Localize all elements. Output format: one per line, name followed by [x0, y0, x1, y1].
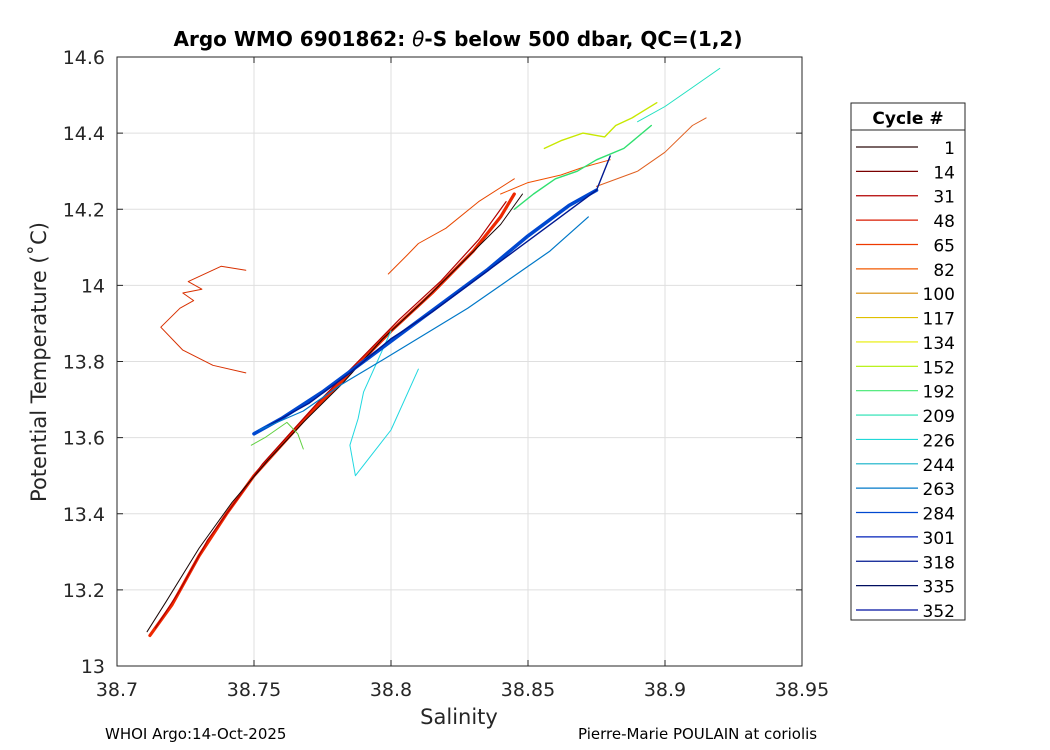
legend-label: 82	[933, 261, 955, 281]
footer-credit-right: Pierre-Marie POULAIN at coriolis	[578, 725, 818, 743]
series-line	[637, 67, 721, 123]
chart-title-suffix: -S below 500 dbar, QC=(1,2)	[424, 27, 742, 51]
chart-title-prefix: Argo WMO 6901862:	[174, 27, 413, 51]
series-line	[146, 193, 523, 633]
legend-entries: 1 14 31 48 65 82 100 117 134 152 192 209 226 244 263 28…	[856, 139, 955, 622]
legend-label: 1	[944, 139, 955, 159]
x-tick-label: 38.8	[370, 679, 412, 701]
series-line	[387, 178, 515, 275]
plot-area: 38.7 38.75 38.8 38.85 38.9 38.95 1313.213.413…	[63, 47, 830, 701]
series-line	[258, 216, 589, 431]
legend-label: 318	[923, 553, 955, 573]
y-tick-label: 13.2	[63, 580, 105, 602]
legend-label: 65	[933, 236, 955, 256]
x-tick-label: 38.95	[775, 679, 829, 701]
legend-label: 48	[933, 212, 955, 232]
series-line	[160, 265, 247, 374]
y-ticks: 13 13.2 13.4 13.6 13.8 14 14.2 14.4 14.6	[63, 47, 802, 678]
legend-label: 226	[923, 431, 955, 451]
x-tick-label: 38.7	[96, 679, 138, 701]
x-axis-label: Salinity	[420, 705, 498, 729]
y-axis-label: Potential Temperature (˚C)	[27, 222, 51, 502]
y-tick-label: 13.8	[63, 352, 105, 374]
legend-label: 152	[923, 358, 955, 378]
y-tick-label: 14	[81, 275, 105, 297]
legend-label: 134	[923, 334, 955, 354]
y-tick-label: 14.4	[63, 123, 105, 145]
legend-box	[850, 102, 966, 621]
grid-lines	[117, 57, 802, 666]
series-line	[267, 155, 611, 427]
legend-label: 31	[933, 188, 955, 208]
series-line	[349, 330, 419, 477]
y-tick-label: 14.6	[63, 47, 105, 69]
legend-title: Cycle #	[872, 109, 943, 129]
chart-title-theta: θ	[412, 27, 424, 51]
legend-label: 301	[923, 529, 955, 549]
legend: Cycle # 1 14 31 48 65 82 100 117 134 152 192 209 226…	[850, 102, 966, 622]
x-tick-label: 38.75	[227, 679, 281, 701]
legend-label: 284	[923, 505, 955, 525]
legend-label: 244	[923, 456, 955, 476]
series-line	[250, 421, 304, 450]
y-tick-label: 14.2	[63, 199, 105, 221]
chart-title: Argo WMO 6901862: θ-S below 500 dbar, QC…	[174, 27, 743, 51]
y-tick-label: 13.4	[63, 504, 105, 526]
legend-label: 352	[923, 602, 955, 622]
x-ticks: 38.7 38.75 38.8 38.85 38.9 38.95	[96, 57, 829, 701]
series-line	[596, 117, 707, 187]
legend-label: 117	[923, 310, 955, 330]
series-line	[154, 201, 507, 629]
x-tick-label: 38.85	[501, 679, 555, 701]
footer-credit-left: WHOI Argo:14-Oct-2025	[105, 725, 287, 743]
series-line	[500, 159, 611, 195]
legend-label: 263	[923, 480, 955, 500]
legend-label: 14	[933, 163, 955, 183]
legend-label: 335	[923, 578, 955, 598]
y-tick-label: 13	[81, 656, 105, 678]
legend-label: 192	[923, 383, 955, 403]
x-tick-label: 38.9	[644, 679, 686, 701]
legend-label: 100	[923, 285, 955, 305]
series-layer	[146, 67, 721, 638]
series-line	[543, 101, 658, 150]
series-line	[513, 124, 652, 211]
y-tick-label: 13.6	[63, 428, 105, 450]
legend-label: 209	[923, 407, 955, 427]
